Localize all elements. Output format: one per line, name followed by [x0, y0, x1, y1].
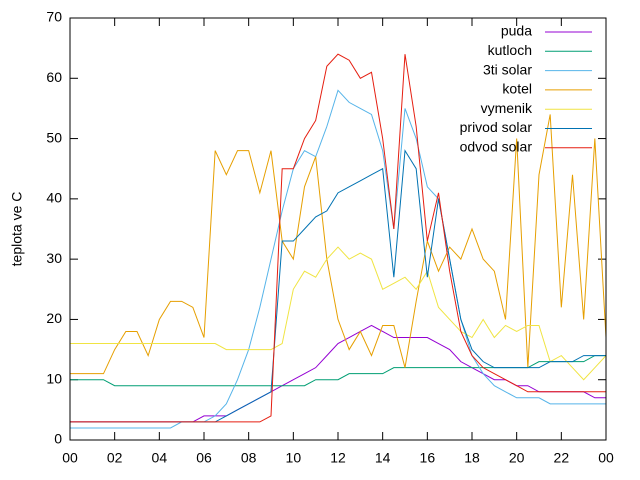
series-line — [70, 324, 606, 423]
x-tick-label: 10 — [286, 450, 302, 466]
y-tick-label: 70 — [46, 9, 62, 25]
y-tick-label: 20 — [46, 310, 62, 326]
x-tick-label: 20 — [509, 450, 525, 466]
x-tick-label: 22 — [554, 450, 570, 466]
legend-label: odvod solar — [460, 139, 533, 155]
series-line — [70, 246, 607, 381]
legend-label: privod solar — [460, 119, 533, 135]
x-tick-label: 04 — [152, 450, 168, 466]
y-axis-label: teplota ve C — [9, 192, 25, 267]
legend-label: kutloch — [488, 42, 532, 58]
x-tick-label: 18 — [464, 450, 480, 466]
legend-label: 3ti solar — [483, 61, 532, 77]
x-tick-label: 06 — [196, 450, 212, 466]
y-tick-label: 40 — [46, 190, 62, 206]
x-tick-label: 02 — [107, 450, 123, 466]
x-tick-label: 16 — [420, 450, 436, 466]
plot-frame — [69, 17, 607, 441]
legend-label: puda — [501, 23, 532, 39]
series-line — [70, 355, 606, 387]
y-tick-label: 60 — [46, 69, 62, 85]
y-tick-label: 50 — [46, 129, 62, 145]
series-line — [70, 149, 606, 423]
x-tick-label: 08 — [241, 450, 257, 466]
legend-label: kotel — [502, 81, 532, 97]
y-tick-label: 30 — [46, 250, 62, 266]
series-line — [70, 53, 606, 423]
x-tick-label: 12 — [330, 450, 346, 466]
legend-label: vymenik — [481, 100, 533, 116]
x-tick-label: 00 — [598, 450, 614, 466]
series-line — [70, 114, 607, 375]
y-tick-label: 0 — [54, 431, 62, 447]
series-line — [70, 89, 606, 429]
x-tick-label: 14 — [375, 450, 391, 466]
x-tick-label: 00 — [62, 450, 78, 466]
y-tick-label: 10 — [46, 370, 62, 386]
